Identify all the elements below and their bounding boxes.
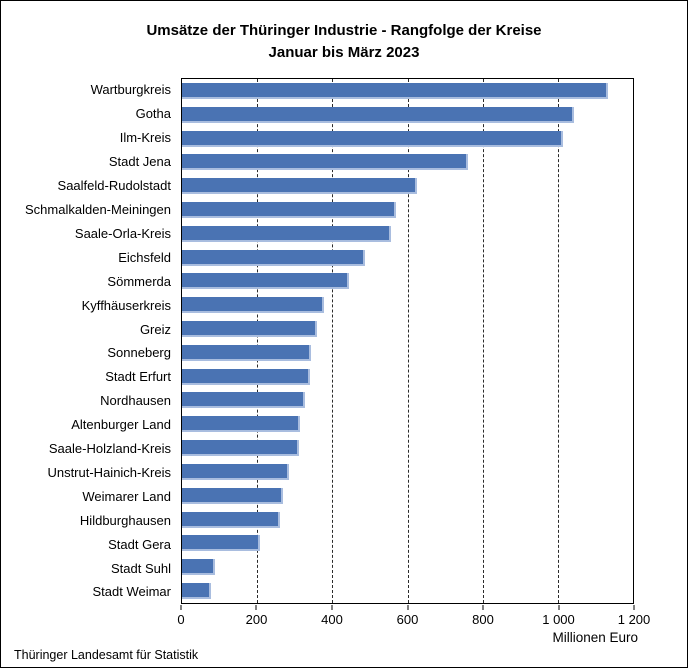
bar-row — [182, 270, 633, 294]
bar — [182, 582, 212, 599]
category-label: Altenburger Land — [71, 417, 171, 433]
bar — [182, 368, 310, 385]
category-label: Sömmerda — [107, 273, 171, 289]
gridline — [482, 79, 484, 603]
x-tick-label: 800 — [472, 612, 494, 627]
category-label: Stadt Jena — [108, 154, 171, 170]
category-label: Hildburghausen — [79, 512, 171, 528]
bar — [182, 487, 283, 504]
x-axis-title: Millionen Euro — [552, 630, 638, 645]
bar — [182, 463, 290, 480]
gridline — [557, 79, 559, 603]
x-tick-label: 0 — [177, 612, 185, 627]
bar — [182, 225, 391, 242]
category-label: Sonneberg — [107, 345, 171, 361]
bar-row — [182, 436, 633, 460]
gridline — [407, 79, 409, 603]
x-tick-mark — [482, 605, 484, 610]
x-tick-label: 1 200 — [617, 612, 651, 627]
x-tick-mark — [331, 605, 333, 610]
bar — [182, 249, 365, 266]
chart-title-line1: Umsätze der Thüringer Industrie - Rangfo… — [146, 22, 542, 39]
x-tick-label: 400 — [321, 612, 343, 627]
bar-row — [182, 246, 633, 270]
bar-row — [182, 389, 633, 413]
category-label: Greiz — [139, 321, 171, 337]
bar-row — [182, 365, 633, 389]
x-axis: 0 200 400 600 800 1 000 1 200 — [177, 604, 650, 632]
gridline — [257, 79, 259, 603]
bar-row — [182, 341, 633, 365]
category-label: Saale-Holzland-Kreis — [48, 441, 171, 457]
x-tick-mark — [558, 605, 559, 610]
bar-row — [182, 222, 633, 246]
gridline — [332, 79, 334, 603]
bar — [182, 178, 417, 195]
bar — [182, 416, 301, 433]
bar-row — [182, 412, 633, 436]
bar — [182, 154, 468, 171]
x-tick-mark — [633, 605, 635, 610]
category-label: Stadt Erfurt — [105, 369, 171, 385]
category-label: Saalfeld-Rudolstadt — [57, 178, 171, 194]
category-label: Schmalkalden-Meiningen — [25, 201, 171, 217]
x-tick-mark — [180, 605, 182, 610]
category-label: Saale-Orla-Kreis — [74, 225, 171, 241]
bar — [182, 201, 396, 218]
category-label: Weimarer Land — [82, 488, 171, 504]
x-tick-mark — [255, 605, 257, 610]
bar — [182, 130, 563, 147]
source-footer: Thüringer Landesamt für Statistik — [14, 648, 199, 662]
y-axis-category-labels: Wartburgkreis Gotha Ilm-Kreis Stadt Jena Saa… — [1, 78, 171, 604]
x-tick-mark — [407, 605, 408, 610]
bar-row — [182, 317, 633, 341]
x-tick-label: 1 000 — [542, 612, 575, 627]
bar — [182, 273, 350, 290]
bar-row — [182, 531, 633, 555]
bar-row — [182, 198, 633, 222]
x-tick-label: 600 — [396, 612, 419, 627]
bar — [182, 297, 324, 314]
x-tick-label: 200 — [245, 612, 268, 627]
bar — [182, 106, 574, 123]
category-label: Nordhausen — [100, 393, 171, 409]
bar-row — [182, 174, 633, 198]
bar-row — [182, 579, 633, 603]
category-label: Ilm-Kreis — [119, 130, 171, 146]
bar-row — [182, 555, 633, 579]
category-label: Eichsfeld — [118, 249, 171, 265]
chart-title-line2: Januar bis März 2023 — [268, 44, 420, 61]
category-label: Gotha — [135, 106, 171, 122]
bar-row — [182, 293, 633, 317]
category-label: Stadt Suhl — [111, 560, 171, 576]
bar-row — [182, 508, 633, 532]
bar-series — [182, 79, 633, 603]
category-label: Stadt Weimar — [92, 584, 171, 600]
bar-row — [182, 150, 633, 174]
bar — [182, 535, 261, 552]
bar-row — [182, 484, 633, 508]
bar-row — [182, 79, 633, 103]
bar-row — [182, 460, 633, 484]
category-label: Kyffhäuserkreis — [81, 297, 171, 313]
bar — [182, 511, 281, 528]
bar — [182, 321, 318, 338]
category-label: Unstrut-Hainich-Kreis — [47, 464, 171, 480]
bar-row — [182, 127, 633, 151]
category-label: Stadt Gera — [108, 536, 171, 552]
bar — [182, 392, 306, 409]
bar — [182, 440, 299, 457]
bar-row — [182, 103, 633, 127]
bar — [182, 82, 609, 99]
plot-area — [181, 78, 634, 604]
bar — [182, 344, 311, 361]
category-label: Wartburgkreis — [90, 82, 171, 98]
chart-title: Umsätze der Thüringer Industrie - Rangfo… — [1, 20, 687, 64]
bar — [182, 559, 216, 576]
